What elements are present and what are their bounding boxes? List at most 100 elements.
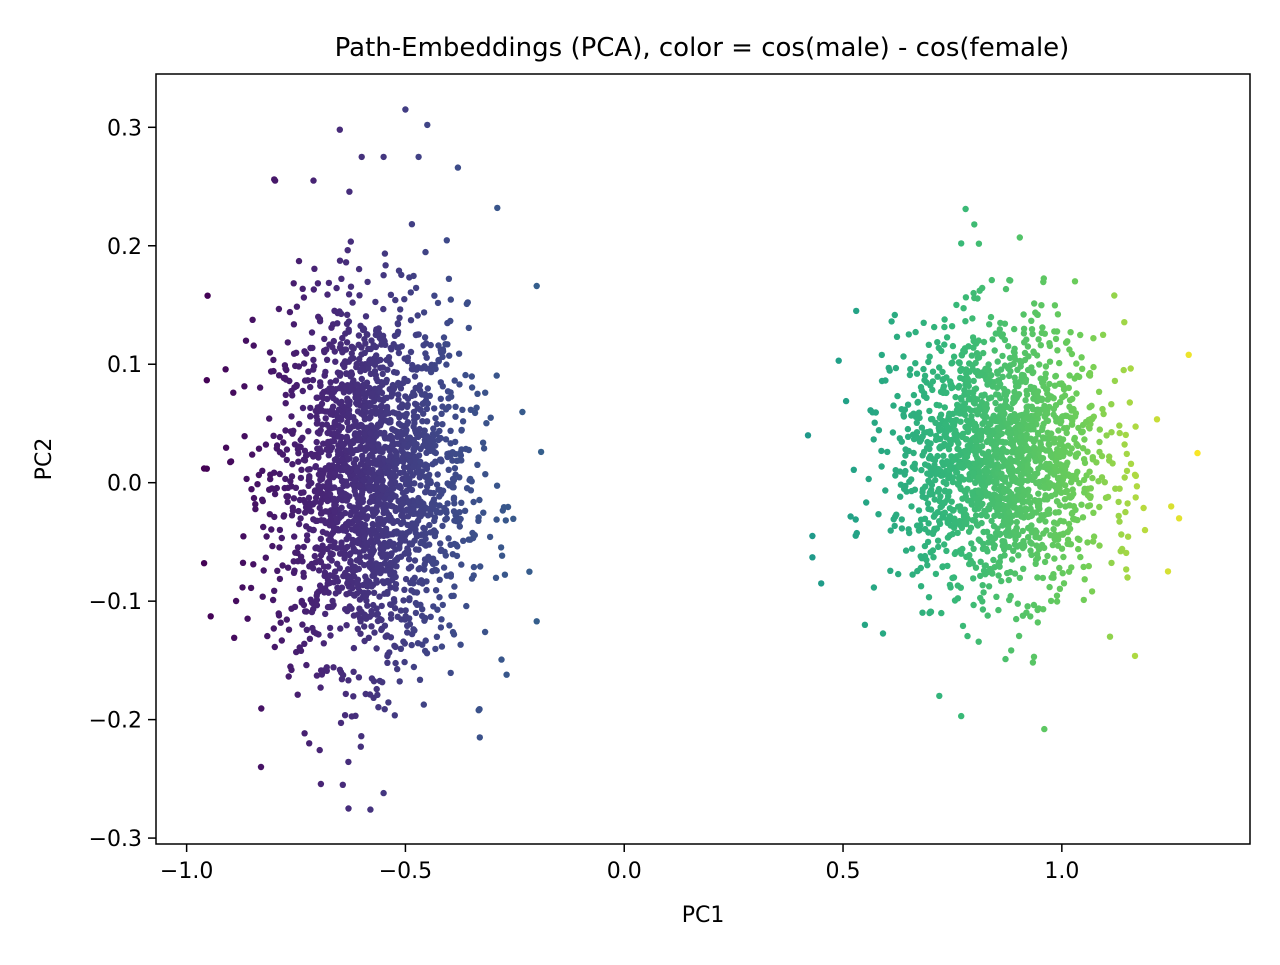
- scatter-point: [408, 486, 416, 494]
- scatter-point: [1084, 503, 1092, 510]
- scatter-point: [1012, 356, 1019, 363]
- scatter-point: [410, 413, 418, 420]
- scatter-point: [384, 577, 391, 585]
- scatter-point: [1050, 439, 1058, 446]
- scatter-point: [975, 536, 982, 543]
- scatter-point: [906, 529, 913, 537]
- scatter-point: [252, 501, 259, 508]
- scatter-point: [1011, 417, 1018, 425]
- scatter-point: [397, 645, 405, 652]
- scatter-point: [461, 507, 469, 514]
- scatter-point: [403, 487, 410, 495]
- scatter-point: [343, 433, 350, 440]
- scatter-point: [278, 637, 285, 644]
- scatter-point: [318, 585, 325, 592]
- scatter-point: [415, 153, 422, 161]
- scatter-point: [930, 554, 937, 561]
- scatter-point: [943, 547, 950, 555]
- scatter-point: [898, 525, 906, 532]
- scatter-point: [1027, 613, 1034, 620]
- scatter-point: [1124, 500, 1131, 507]
- scatter-point: [482, 471, 489, 478]
- scatter-point: [404, 420, 411, 428]
- scatter-point: [1000, 488, 1008, 495]
- scatter-point: [428, 361, 435, 368]
- scatter-point: [465, 324, 472, 332]
- scatter-point: [421, 441, 429, 448]
- scatter-point: [421, 561, 428, 568]
- scatter-point: [373, 565, 381, 572]
- scatter-point: [392, 585, 399, 592]
- scatter-point: [961, 386, 968, 394]
- scatter-point: [1002, 401, 1009, 408]
- scatter-point: [1032, 436, 1039, 443]
- scatter-point: [926, 428, 934, 435]
- scatter-point: [1055, 509, 1062, 516]
- scatter-point: [1090, 509, 1097, 516]
- scatter-point: [296, 496, 304, 504]
- scatter-point: [315, 489, 323, 496]
- scatter-point: [904, 425, 912, 433]
- scatter-point: [373, 611, 380, 618]
- scatter-point: [354, 516, 361, 524]
- scatter-point: [1038, 444, 1045, 451]
- scatter-point: [368, 583, 375, 590]
- scatter-point: [1066, 397, 1074, 404]
- scatter-point: [297, 553, 305, 560]
- scatter-point: [927, 416, 935, 423]
- scatter-point: [1044, 474, 1051, 481]
- scatter-point: [946, 410, 953, 417]
- scatter-point: [249, 316, 256, 323]
- scatter-point: [445, 275, 453, 282]
- scatter-point: [432, 415, 439, 422]
- scatter-point: [818, 580, 825, 587]
- scatter-point: [338, 416, 345, 423]
- scatter-point: [1062, 503, 1069, 510]
- scatter-point: [384, 409, 392, 416]
- scatter-point: [1032, 457, 1040, 464]
- scatter-point: [403, 410, 410, 417]
- scatter-point: [410, 464, 417, 471]
- scatter-point: [438, 546, 445, 553]
- scatter-point: [222, 444, 230, 451]
- scatter-point: [318, 448, 325, 456]
- scatter-point: [404, 451, 411, 458]
- scatter-point: [288, 413, 295, 420]
- scatter-point: [411, 480, 418, 487]
- scatter-point: [345, 677, 352, 684]
- scatter-point: [373, 534, 380, 541]
- scatter-point: [343, 497, 350, 504]
- scatter-point: [380, 305, 387, 313]
- scatter-point: [467, 536, 474, 543]
- scatter-point: [1058, 413, 1066, 420]
- scatter-point: [370, 589, 378, 596]
- scatter-point: [280, 513, 287, 520]
- scatter-point: [323, 530, 330, 537]
- scatter-point: [396, 314, 403, 321]
- scatter-point: [809, 532, 816, 540]
- scatter-point: [318, 671, 326, 678]
- scatter-point: [897, 493, 904, 500]
- scatter-point: [421, 334, 429, 341]
- scatter-point: [493, 516, 500, 523]
- scatter-point: [920, 365, 927, 373]
- scatter-point: [367, 429, 374, 437]
- scatter-point: [946, 437, 954, 444]
- scatter-point: [279, 562, 286, 569]
- scatter-point: [445, 466, 452, 473]
- scatter-point: [280, 439, 287, 446]
- scatter-point: [950, 524, 958, 531]
- scatter-point: [1027, 383, 1035, 391]
- scatter-point: [387, 531, 394, 538]
- scatter-point: [951, 430, 958, 438]
- scatter-point: [943, 334, 951, 341]
- scatter-point: [290, 427, 297, 434]
- scatter-point: [999, 438, 1006, 445]
- scatter-point: [358, 471, 365, 479]
- scatter-point: [427, 613, 434, 620]
- scatter-point: [385, 357, 392, 364]
- scatter-point: [322, 415, 329, 422]
- scatter-point: [1085, 562, 1093, 570]
- scatter-point: [387, 416, 394, 424]
- scatter-point: [1042, 518, 1049, 525]
